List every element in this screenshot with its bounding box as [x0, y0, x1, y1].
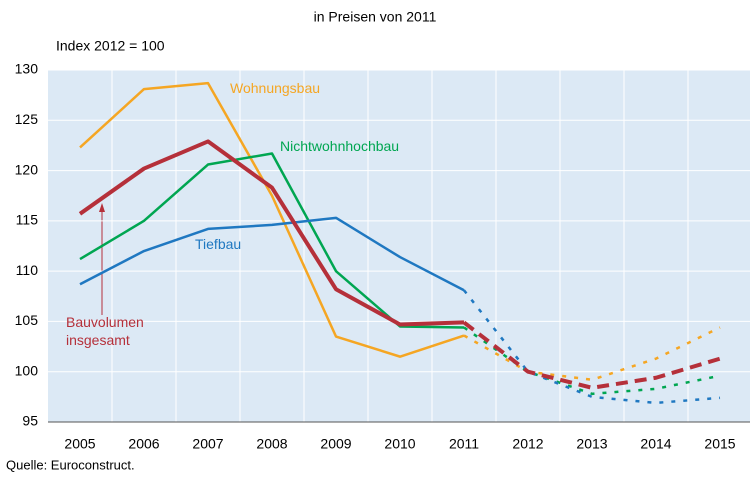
y-tick-label: 120: [15, 161, 39, 177]
series-line-forecast: [463, 326, 721, 396]
series-line: [79, 152, 465, 329]
x-tick-label: 2006: [128, 436, 159, 452]
series-line: [79, 81, 465, 358]
series-line: [79, 216, 465, 292]
arrow-head: [99, 203, 105, 212]
x-tick-label: 2012: [512, 436, 543, 452]
x-tick-label: 2008: [256, 436, 287, 452]
y-tick-label: 130: [15, 61, 39, 77]
y-tick-label: 110: [16, 262, 39, 278]
y-tick-label: 105: [15, 312, 39, 328]
series-label: Nichtwohnhochbau: [280, 138, 400, 154]
plot-area: [48, 70, 750, 422]
series-label: Bauvolumen insgesamt: [66, 314, 144, 348]
series-label: Tiefbau: [195, 236, 242, 252]
x-tick-label: 2011: [449, 436, 479, 452]
y-tick-label: 115: [16, 212, 39, 228]
x-tick-label: 2007: [192, 436, 223, 452]
x-tick-label: 2013: [576, 436, 607, 452]
series-line: [78, 139, 465, 327]
x-tick-label: 2015: [704, 436, 735, 452]
y-tick-label: 95: [22, 413, 38, 429]
x-tick-label: 2009: [320, 436, 351, 452]
y-tick-label: 100: [15, 362, 39, 378]
y-tick-label: 125: [15, 111, 39, 127]
chart-title: in Preisen von 2011: [314, 9, 437, 25]
source: Quelle: Euroconstruct.: [6, 457, 135, 472]
y-axis-label: Index 2012 = 100: [56, 38, 165, 54]
x-tick-label: 2014: [640, 436, 671, 452]
x-tick-label: 2005: [64, 436, 95, 452]
series-label: Wohnungsbau: [230, 80, 321, 96]
series-line-forecast: [463, 326, 721, 382]
series-line-forecast: [462, 320, 721, 390]
x-tick-label: 2010: [384, 436, 415, 452]
